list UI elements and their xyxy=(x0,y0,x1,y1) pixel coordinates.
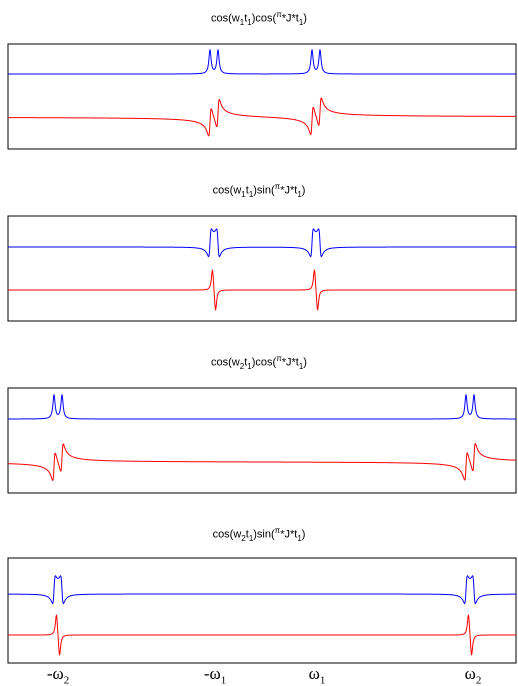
panel-3-frame xyxy=(8,388,516,493)
x-tick-omega-2: ω2 xyxy=(443,664,503,686)
panel-4-blue-trace xyxy=(8,576,516,604)
panel-1 xyxy=(8,44,516,149)
panel-1-frame xyxy=(8,44,516,149)
panel-3-blue-trace xyxy=(8,394,516,419)
x-tick-subscript: 2 xyxy=(476,674,482,686)
panel-1-red-trace xyxy=(8,98,516,136)
x-tick-omega-1: ω1 xyxy=(287,664,347,686)
panel-2-red-trace xyxy=(8,270,516,310)
panel-3 xyxy=(8,388,516,493)
panel-2-blue-trace xyxy=(8,229,516,257)
x-tick-subscript: 1 xyxy=(221,674,227,686)
x-tick-symbol: ω xyxy=(309,664,320,683)
panel-4-frame xyxy=(8,558,516,663)
x-tick-minus-omega-2: -ω2 xyxy=(28,664,88,686)
panel-1-blue-trace xyxy=(8,49,516,74)
panel-4 xyxy=(8,558,516,663)
panel-3-red-trace xyxy=(8,444,516,481)
panel-2-frame xyxy=(8,216,516,321)
x-tick-symbol: ω xyxy=(209,664,220,683)
x-tick-symbol: ω xyxy=(465,664,476,683)
x-tick-minus-omega-1: -ω1 xyxy=(185,664,245,686)
x-tick-subscript: 2 xyxy=(64,674,70,686)
x-tick-subscript: 1 xyxy=(320,674,326,686)
panel-2 xyxy=(8,216,516,321)
panel-4-red-trace xyxy=(8,615,516,655)
x-tick-symbol: ω xyxy=(52,664,63,683)
